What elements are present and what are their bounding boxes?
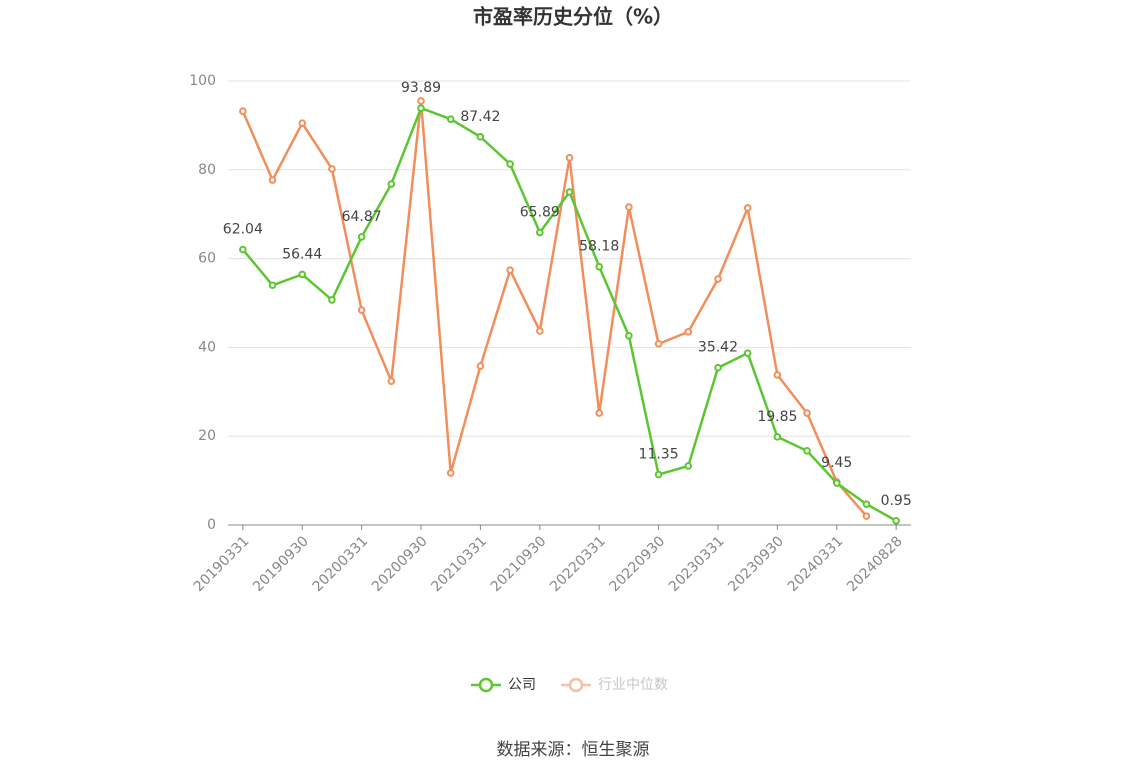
data-point [743,204,752,212]
data-point [506,160,514,168]
data-point [357,306,366,314]
data-point [298,119,307,127]
data-point [536,228,544,237]
data-label: 93.89 [401,80,441,96]
data-point [595,262,603,271]
data-label: 58.18 [579,239,619,255]
data-point [684,462,693,470]
data-label: 35.42 [698,340,738,356]
x-tick-label: 20220930 [607,533,669,595]
x-tick-label: 20200331 [310,533,372,595]
data-point [387,377,396,385]
data-point [714,363,722,372]
data-point [328,165,336,173]
y-tick-label: 0 [207,517,216,533]
data-label: 64.87 [342,209,382,225]
x-tick-label: 20240828 [844,533,906,595]
data-point [298,270,307,279]
data-point [565,188,574,196]
data-point [654,340,663,348]
data-point [446,469,455,477]
x-tick-label: 20230331 [666,533,728,595]
data-point [654,470,663,479]
data-label: 0.95 [881,493,912,509]
series-line [241,100,868,517]
x-tick-label: 20210930 [488,533,550,595]
data-point [417,97,425,105]
y-tick-label: 20 [198,428,216,444]
legend-marker [478,677,494,693]
data-point [268,176,277,184]
data-point [862,512,871,520]
data-point [743,349,752,357]
data-label: 9.45 [821,455,852,471]
data-point [536,327,544,335]
data-point [387,180,396,188]
data-point [506,266,514,274]
data-point [714,275,722,283]
data-point [565,154,574,162]
data-label: 11.35 [639,447,679,463]
data-point [476,362,485,370]
data-label: 62.04 [223,222,263,238]
data-point [625,332,633,340]
data-point [595,409,603,417]
x-tick-label: 20200930 [369,533,431,595]
chart-title: 市盈率历史分位（%） [473,5,673,29]
data-point [892,516,900,525]
data-point [773,433,782,441]
legend-item[interactable]: 行业中位数 [561,677,668,693]
y-tick-label: 40 [198,339,216,355]
data-point [803,409,811,417]
data-label: 19.85 [757,409,797,425]
data-point [625,203,633,211]
data-label: 65.89 [520,204,560,220]
x-tick-label: 20240331 [785,533,847,595]
source-note: 数据来源：恒生聚源 [497,740,650,760]
data-point [684,328,693,336]
legend-item[interactable]: 公司 [471,677,536,693]
y-tick-label: 100 [189,73,216,89]
x-tick-label: 20190331 [191,533,253,595]
data-point [862,500,871,508]
data-point [446,115,455,123]
data-point [239,107,247,115]
x-tick-label: 20210331 [428,533,490,595]
legend-label: 公司 [508,677,536,693]
legend-marker [568,677,584,693]
data-point [328,296,336,304]
data-label: 87.42 [460,109,500,125]
y-tick-label: 80 [198,162,216,178]
data-point [268,281,277,290]
y-tick-label: 60 [198,251,216,267]
x-tick-label: 20230930 [725,533,787,595]
data-label: 56.44 [282,246,322,262]
data-point [832,479,841,487]
data-point [803,447,811,455]
x-tick-label: 20190930 [250,533,312,595]
x-tick-label: 20220331 [547,533,609,595]
data-point [357,233,366,241]
data-point [239,245,247,254]
data-point [476,133,485,141]
data-point [773,371,782,379]
legend-label: 行业中位数 [598,677,668,693]
data-point [417,104,425,112]
